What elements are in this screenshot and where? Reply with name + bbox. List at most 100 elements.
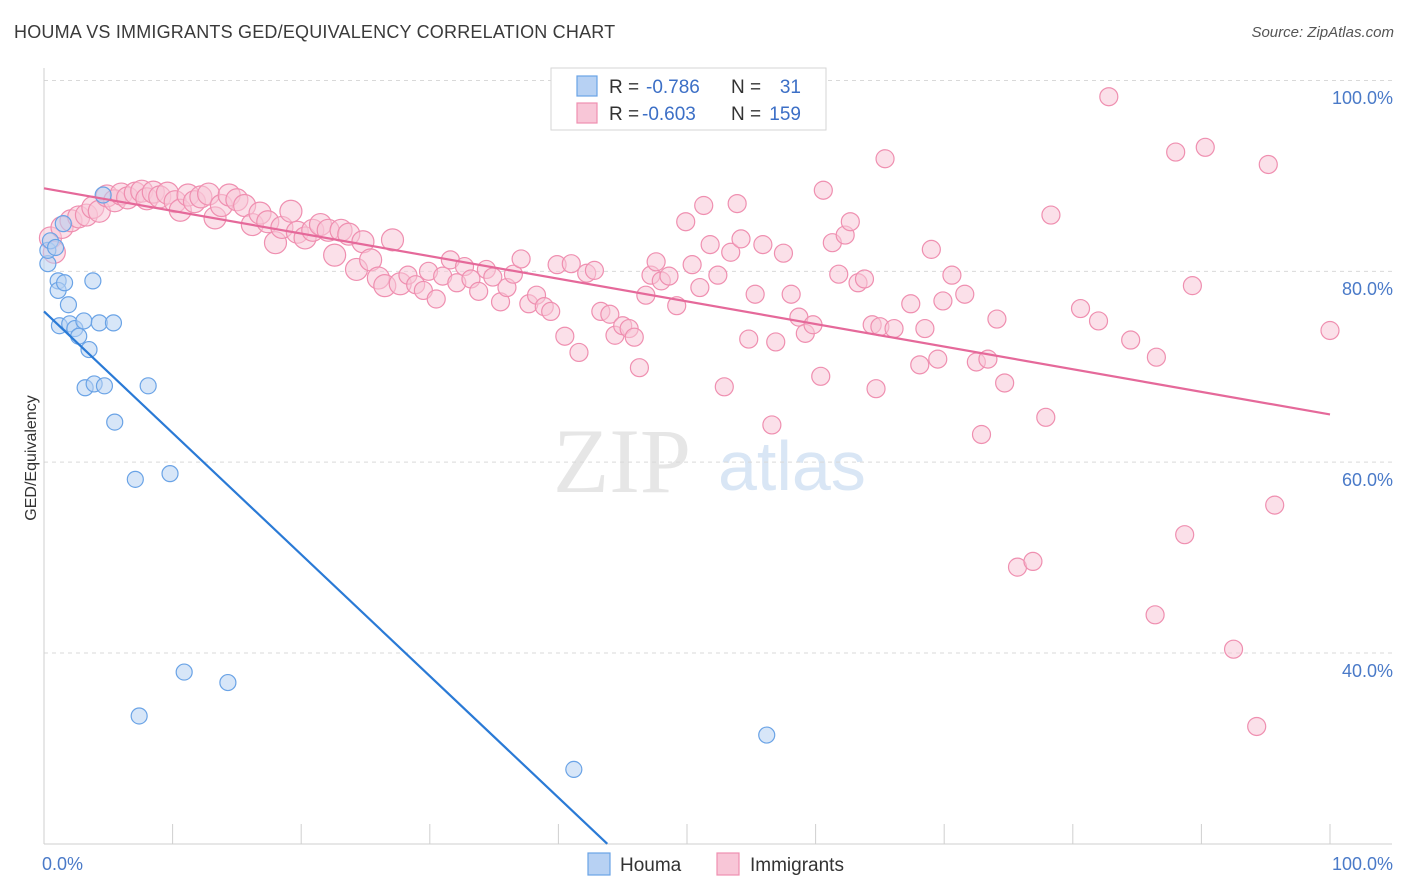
immigrants-point <box>569 342 589 363</box>
immigrants-point <box>813 180 833 200</box>
immigrants-point <box>1166 142 1186 162</box>
immigrants-point <box>942 265 962 285</box>
immigrants-point <box>1023 551 1043 572</box>
immigrants-point <box>727 193 747 214</box>
houma-point <box>175 663 193 681</box>
immigrants-point <box>773 243 794 263</box>
grid-lines <box>44 80 1392 654</box>
immigrants-point <box>921 239 941 259</box>
watermark-zip: ZIP <box>553 410 691 512</box>
houma-point <box>95 377 114 395</box>
y-tick-label-60: 60.0% <box>1342 470 1393 490</box>
x-ticks <box>43 824 1331 844</box>
immigrants-point <box>1041 205 1061 225</box>
houma-point <box>80 340 98 359</box>
houma-point <box>565 760 583 779</box>
immigrants-point <box>694 195 714 216</box>
y-axis-title: GED/Equivalency <box>23 395 40 520</box>
legend-swatch-immigrants <box>576 102 598 124</box>
houma-trend-line <box>43 310 609 845</box>
immigrants-point <box>690 277 710 298</box>
immigrants-point <box>659 266 679 286</box>
y-tick-label-100: 100.0% <box>1332 88 1393 108</box>
bottom-legend-swatch-houma <box>587 852 611 876</box>
immigrants-point <box>1121 330 1141 350</box>
y-tick-label-40: 40.0% <box>1342 661 1393 681</box>
immigrants-point <box>884 318 904 339</box>
houma-point <box>75 312 93 330</box>
immigrants-point <box>1195 137 1215 157</box>
houma-point <box>758 726 776 744</box>
chart-source: Source: ZipAtlas.com <box>1251 24 1394 41</box>
immigrants-point <box>1265 495 1285 515</box>
immigrants-point <box>829 264 849 284</box>
immigrants-point <box>1145 605 1165 625</box>
bottom-legend-swatch-immigrants <box>716 852 740 876</box>
legend-swatch-houma <box>576 75 598 97</box>
houma-point <box>126 470 144 488</box>
immigrants-point <box>1223 639 1244 659</box>
immigrants-point <box>995 373 1015 393</box>
immigrants-point <box>323 243 347 267</box>
houma-point <box>139 377 157 395</box>
immigrants-point <box>915 318 935 339</box>
immigrants-point <box>584 260 605 280</box>
immigrants-point <box>781 284 801 304</box>
immigrants-point <box>646 252 666 272</box>
immigrants-point <box>745 284 765 304</box>
immigrants-point <box>811 366 831 386</box>
houma-point <box>130 707 148 725</box>
immigrants-point <box>971 424 992 445</box>
immigrants-point <box>955 284 975 304</box>
x-tick-label-100: 100.0% <box>1332 854 1393 874</box>
immigrants-point <box>629 358 650 378</box>
immigrants-point <box>279 199 303 223</box>
immigrants-point <box>875 149 895 169</box>
immigrants-point <box>1088 311 1109 331</box>
chart-title: HOUMA VS IMMIGRANTS GED/EQUIVALENCY CORR… <box>14 22 616 42</box>
immigrants-point <box>380 228 405 252</box>
immigrants-point <box>1182 276 1202 296</box>
immigrants-point <box>682 255 702 275</box>
immigrants-point <box>854 269 875 289</box>
immigrants-point <box>721 242 741 262</box>
houma-series <box>39 186 776 779</box>
y-tick-label-80: 80.0% <box>1342 279 1393 299</box>
legend-n-value-houma: 31 <box>780 77 801 98</box>
houma-point <box>55 274 74 292</box>
immigrants-point <box>901 294 921 314</box>
houma-point <box>54 215 72 233</box>
houma-point <box>84 272 102 290</box>
bottom-legend-label-immigrants: Immigrants <box>750 855 844 876</box>
immigrants-point <box>700 235 720 255</box>
immigrants-point <box>714 377 734 397</box>
watermark-atlas: atlas <box>718 427 866 505</box>
legend-r-value-houma: -0.786 <box>646 77 700 98</box>
immigrants-point <box>511 249 531 269</box>
immigrants-point <box>600 304 620 324</box>
legend-n-value-immigrants: 159 <box>769 104 801 125</box>
immigrants-point <box>928 349 948 369</box>
immigrants-point <box>426 289 446 309</box>
immigrants-point <box>762 415 782 435</box>
immigrants-point <box>933 291 953 311</box>
legend-r-value-immigrants: -0.603 <box>642 104 696 125</box>
immigrants-point <box>739 329 759 349</box>
immigrants-point <box>866 379 886 399</box>
houma-point <box>104 314 123 332</box>
immigrants-point <box>1099 87 1119 107</box>
x-tick-label-0: 0.0% <box>42 854 83 874</box>
immigrants-point <box>1320 320 1340 341</box>
immigrants-point <box>555 326 575 346</box>
houma-point <box>219 673 237 692</box>
bottom-legend: Houma Immigrants <box>587 852 844 876</box>
immigrants-point <box>469 281 489 301</box>
legend-r-label-houma: R = <box>609 77 639 98</box>
immigrants-point <box>840 212 860 232</box>
immigrants-point <box>731 229 751 249</box>
immigrants-point <box>987 309 1007 329</box>
legend-n-label-immigrants: N = <box>731 104 761 125</box>
immigrants-point <box>676 212 696 232</box>
legend-r-label-immigrants: R = <box>609 104 639 125</box>
